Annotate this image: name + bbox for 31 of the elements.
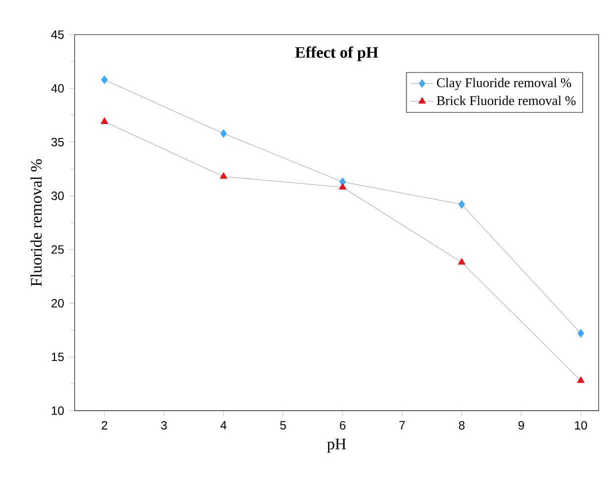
x-tick-label: 3 bbox=[161, 421, 167, 430]
y-tick-label: 45 bbox=[51, 30, 64, 40]
point bbox=[577, 376, 585, 384]
y-tick-label: 40 bbox=[51, 84, 64, 93]
x-axis-title: pH bbox=[327, 438, 346, 453]
y-tick-label: 15 bbox=[52, 352, 64, 362]
text: Effect of pH bbox=[295, 46, 378, 62]
x-tick-label: 5 bbox=[280, 421, 286, 430]
x-tick-label: 9 bbox=[518, 421, 524, 430]
point bbox=[100, 118, 108, 124]
x-tick-label: 8 bbox=[458, 421, 465, 430]
point bbox=[101, 76, 108, 84]
point bbox=[458, 200, 465, 209]
legend-label: Clay Fluoride removal % bbox=[436, 78, 572, 90]
point bbox=[458, 258, 466, 265]
x-tick-label: 4 bbox=[220, 421, 227, 430]
x-tick-label: 7 bbox=[399, 421, 405, 430]
x-tick-label: 6 bbox=[340, 421, 346, 430]
point bbox=[220, 129, 227, 138]
y-tick-label: 25 bbox=[52, 245, 64, 254]
point bbox=[338, 183, 346, 190]
point bbox=[220, 172, 228, 179]
y-axis-title: Fluoride removal % bbox=[30, 159, 42, 286]
y-tick-label: 35 bbox=[51, 138, 64, 147]
x-tick-label: 2 bbox=[102, 421, 108, 430]
y-tick-label: 30 bbox=[51, 192, 64, 200]
x-tick-label: 10 bbox=[575, 421, 588, 430]
legend-label: Brick Fluoride removal % bbox=[436, 96, 576, 106]
y-tick-label: 10 bbox=[52, 406, 64, 416]
point bbox=[578, 329, 584, 338]
y-tick-label: 20 bbox=[52, 299, 64, 308]
